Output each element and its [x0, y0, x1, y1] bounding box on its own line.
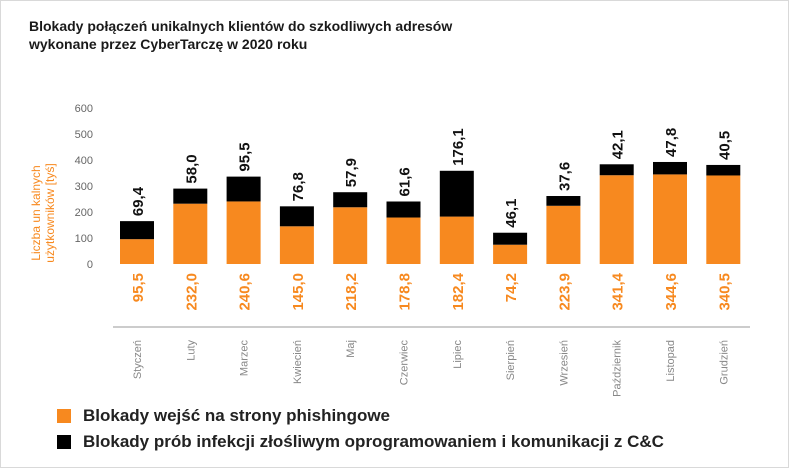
- x-tick-label-3: Kwiecień: [292, 340, 304, 384]
- bar-malware-1: [173, 188, 208, 204]
- data-label-malware-7: 46,1: [503, 199, 520, 228]
- y-axis-title-line1: Liczba un kalnych: [29, 165, 43, 260]
- y-axis-title-line2: użytkowników [tyś]: [43, 163, 57, 262]
- data-label-malware-11: 40,5: [716, 131, 733, 160]
- x-tick-label-0: Styczeń: [132, 340, 144, 379]
- data-label-malware-1: 58,0: [183, 154, 200, 183]
- y-tick-label-2: 200: [75, 207, 93, 219]
- x-tick-label-8: Wrzesień: [558, 340, 570, 386]
- bar-phishing-0: [120, 239, 154, 264]
- data-label-malware-5: 61,6: [397, 167, 414, 196]
- legend-swatch-phishing: [57, 409, 71, 423]
- y-tick-label-3: 300: [75, 181, 93, 193]
- x-tick-label-1: Luty: [185, 340, 197, 361]
- x-tick-label-11: Grudzień: [718, 340, 730, 385]
- data-label-malware-4: 57,9: [343, 158, 360, 187]
- x-tick-label-6: Lipiec: [452, 340, 464, 369]
- legend-item-phishing: Blokady wejść na strony phishingowe: [57, 403, 664, 429]
- data-label-phishing-8: 223,9: [556, 273, 573, 311]
- chart-title: Blokady połączeń unikalnych klientów do …: [29, 17, 589, 53]
- bar-malware-3: [279, 206, 314, 227]
- bar-phishing-3: [279, 226, 314, 264]
- data-label-malware-3: 76,8: [290, 172, 307, 201]
- x-tick-label-10: Listopad: [665, 340, 677, 382]
- data-label-phishing-10: 344,6: [663, 273, 680, 311]
- data-label-malware-9: 42,1: [610, 130, 627, 159]
- data-label-malware-2: 95,5: [237, 142, 254, 171]
- bar-malware-6: [439, 170, 474, 217]
- x-tick-label-7: Sierpień: [505, 340, 517, 380]
- bar-phishing-1: [173, 203, 208, 264]
- bar-malware-2: [226, 176, 261, 202]
- bar-malware-8: [546, 196, 581, 206]
- bar-phishing-7: [493, 244, 528, 264]
- bar-phishing-6: [439, 216, 474, 264]
- bar-phishing-9: [599, 175, 634, 264]
- x-tick-label-5: Czerwiec: [399, 340, 411, 386]
- x-tick-label-9: Październik: [612, 340, 624, 397]
- data-label-phishing-7: 74,2: [503, 273, 520, 302]
- chart-title-line2: wykonane przez CyberTarczę w 2020 roku: [29, 36, 308, 52]
- y-tick-label-1: 100: [75, 233, 93, 245]
- data-label-phishing-3: 145,0: [290, 273, 307, 311]
- data-label-phishing-0: 95,5: [130, 273, 147, 302]
- bar-malware-9: [599, 164, 634, 176]
- data-label-phishing-5: 178,8: [397, 273, 414, 311]
- data-label-phishing-11: 340,5: [716, 273, 733, 311]
- data-label-phishing-2: 240,6: [237, 273, 254, 311]
- x-tick-label-2: Marzec: [239, 340, 251, 377]
- bar-malware-5: [386, 201, 421, 218]
- bar-phishing-10: [653, 174, 687, 264]
- legend-label-phishing: Blokady wejść na strony phishingowe: [83, 406, 391, 425]
- bar-malware-10: [653, 161, 687, 175]
- data-label-malware-0: 69,4: [130, 186, 147, 216]
- bar-phishing-4: [333, 207, 368, 264]
- legend-item-malware: Blokady prób infekcji złośliwym oprogram…: [57, 429, 664, 455]
- data-label-malware-6: 176,1: [450, 128, 467, 166]
- data-label-phishing-9: 341,4: [610, 272, 627, 310]
- legend-swatch-malware: [57, 435, 71, 449]
- y-tick-label-6: 600: [75, 103, 93, 115]
- legend: Blokady wejść na strony phishingowe Blok…: [57, 403, 664, 455]
- y-tick-label-4: 400: [75, 155, 93, 167]
- data-label-malware-8: 37,6: [556, 162, 573, 191]
- bar-phishing-11: [706, 175, 741, 264]
- bar-phishing-2: [226, 201, 261, 264]
- data-label-malware-10: 47,8: [663, 128, 680, 157]
- bar-malware-4: [333, 192, 368, 208]
- x-tick-label-4: Maj: [345, 340, 357, 358]
- chart-title-line1: Blokady połączeń unikalnych klientów do …: [29, 18, 453, 34]
- y-tick-label-0: 0: [87, 259, 93, 271]
- bar-phishing-8: [546, 205, 581, 264]
- data-label-phishing-1: 232,0: [183, 273, 200, 311]
- data-label-phishing-6: 182,4: [450, 272, 467, 310]
- bar-malware-7: [493, 232, 528, 245]
- y-tick-label-5: 500: [75, 129, 93, 141]
- bar-malware-0: [120, 221, 154, 240]
- bar-phishing-5: [386, 217, 421, 264]
- legend-label-malware: Blokady prób infekcji złośliwym oprogram…: [83, 432, 664, 451]
- bar-malware-11: [706, 164, 741, 176]
- data-label-phishing-4: 218,2: [343, 273, 360, 311]
